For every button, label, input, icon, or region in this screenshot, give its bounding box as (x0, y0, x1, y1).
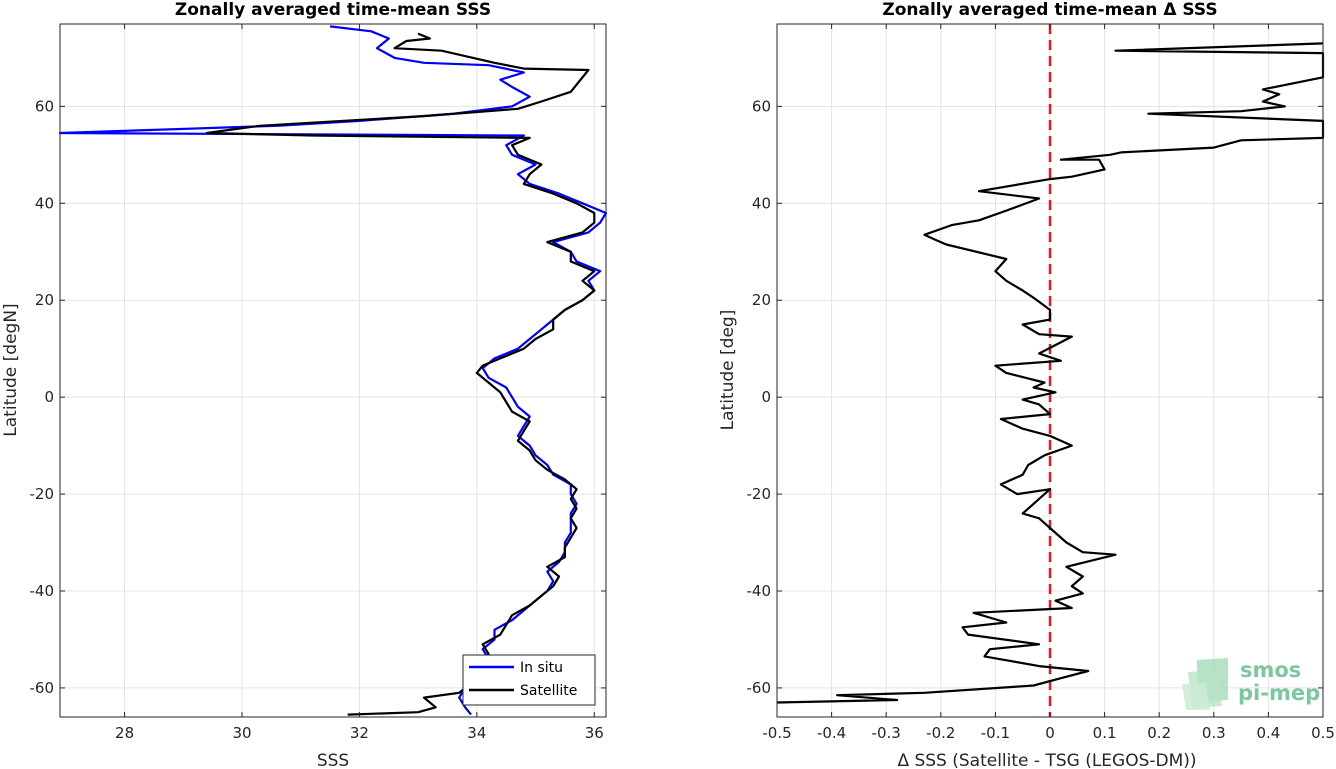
x-tick-label: 0 (1045, 724, 1055, 742)
y-tick-label: 40 (752, 194, 771, 212)
x-tick-label: 34 (467, 724, 486, 742)
y-tick-label: 40 (35, 194, 54, 212)
x-tick-label: 0.3 (1202, 724, 1226, 742)
satellite-series-line (205, 32, 596, 716)
y-tick-label: -60 (747, 679, 772, 697)
smos-pi-mep-logo: smos pi-mep (1182, 658, 1320, 710)
left-ticks: 28 30 32 34 36 -60 -40 -20 0 20 40 60 (30, 24, 606, 742)
left-plot-area (60, 24, 606, 717)
y-tick-label: 60 (752, 97, 771, 115)
y-tick-label: -40 (30, 582, 55, 600)
y-tick-label: 20 (35, 291, 54, 309)
y-tick-label: -20 (747, 485, 772, 503)
left-chart-title: Zonally averaged time-mean SSS (175, 0, 491, 20)
right-chart-title: Zonally averaged time-mean Δ SSS (882, 0, 1217, 20)
x-tick-label: -0.3 (872, 724, 901, 742)
left-panel: 28 30 32 34 36 -60 -40 -20 0 20 40 60 Zonally avera… (1, 0, 608, 769)
left-grid (60, 24, 606, 717)
right-x-axis-label: Δ SSS (Satellite - TSG (LEGOS-DM)) (897, 751, 1196, 769)
legend-in-situ-label: In situ (520, 660, 563, 676)
x-tick-label: 32 (350, 724, 369, 742)
legend-satellite-label: Satellite (520, 683, 577, 699)
x-tick-label: -0.5 (762, 724, 791, 742)
x-tick-label: -0.2 (926, 724, 955, 742)
right-y-axis-label: Latitude [deg] (718, 310, 738, 431)
y-tick-label: -40 (747, 582, 772, 600)
x-tick-label: 0.5 (1311, 724, 1335, 742)
right-ticks: -0.5 -0.4 -0.3 -0.2 -0.1 0 0.1 0.2 0.3 0.4 0.5 -60 -… (747, 24, 1335, 742)
legend-box (462, 654, 596, 706)
y-tick-label: 0 (761, 388, 771, 406)
x-tick-label: 30 (232, 724, 251, 742)
left-x-axis-label: SSS (317, 751, 349, 769)
y-tick-label: 20 (752, 291, 771, 309)
left-axes-box (59, 23, 607, 718)
left-y-axis-label: Latitude [degN] (1, 303, 21, 436)
delta-sss-series-line (776, 42, 1325, 704)
logo-text-smos: smos (1240, 658, 1301, 682)
x-tick-label: 0.2 (1147, 724, 1171, 742)
logo-text-pi-mep: pi-mep (1238, 681, 1320, 705)
x-tick-label: 36 (585, 724, 604, 742)
y-tick-label: 0 (44, 388, 54, 406)
right-series-group (776, 42, 1325, 704)
y-tick-label: -20 (30, 485, 55, 503)
x-tick-label: 28 (115, 724, 134, 742)
left-series-group (58, 25, 608, 716)
x-tick-label: 0.4 (1256, 724, 1280, 742)
x-tick-label: -0.1 (981, 724, 1010, 742)
y-tick-label: 60 (35, 97, 54, 115)
x-tick-label: -0.4 (817, 724, 846, 742)
right-panel: -0.5 -0.4 -0.3 -0.2 -0.1 0 0.1 0.2 0.3 0.4 0.5 -60 -… (718, 0, 1335, 769)
legend: In situ Satellite (462, 654, 596, 706)
x-tick-label: 0.1 (1093, 724, 1117, 742)
y-tick-label: -60 (30, 679, 55, 697)
logo-shape-front (1182, 683, 1210, 710)
